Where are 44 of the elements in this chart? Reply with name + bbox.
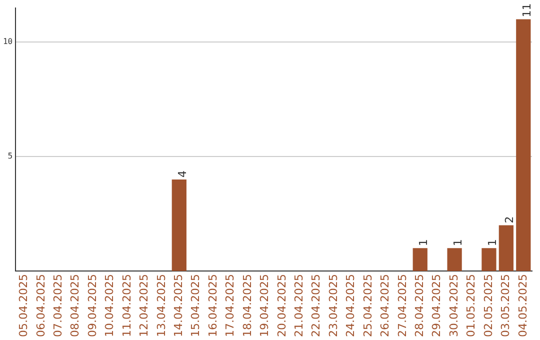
x-tick-label: 30.04.2025 — [447, 274, 460, 338]
x-tick-label: 15.04.2025 — [189, 274, 202, 338]
data-label: 4 — [176, 170, 190, 178]
x-tick-label: 22.04.2025 — [310, 274, 323, 338]
y-tick-label: 10 — [2, 37, 13, 46]
x-tick-label: 14.04.2025 — [172, 274, 186, 338]
data-label: 1 — [451, 239, 464, 246]
bar — [447, 248, 462, 272]
bar — [172, 179, 186, 272]
x-tick-label: 12.04.2025 — [138, 274, 151, 338]
x-tick-label: 05.04.2025 — [17, 274, 30, 338]
x-tick-label: 04.05.2025 — [516, 274, 530, 338]
x-tick-label: 25.04.2025 — [361, 274, 374, 338]
x-tick-label: 17.04.2025 — [224, 274, 237, 338]
data-label: 11 — [520, 3, 534, 18]
x-tick-label: 20.04.2025 — [275, 274, 288, 338]
data-label: 1 — [486, 239, 499, 246]
x-tick-label: 19.04.2025 — [258, 274, 272, 338]
x-tick-label: 13.04.2025 — [154, 274, 168, 338]
data-label: 1 — [416, 239, 430, 246]
x-tick-label: 24.04.2025 — [344, 274, 358, 338]
x-tick-label: 03.05.2025 — [499, 274, 512, 338]
x-tick-label: 10.04.2025 — [103, 274, 116, 338]
data-label: 2 — [503, 216, 516, 224]
bar — [412, 248, 428, 272]
bar — [516, 19, 531, 272]
bar — [498, 225, 514, 272]
x-tick-label: 28.04.2025 — [412, 274, 426, 338]
x-tick-label: 02.05.2025 — [482, 274, 495, 338]
x-tick-label: 11.04.2025 — [120, 274, 134, 338]
x-tick-label: 21.04.2025 — [292, 274, 306, 338]
x-tick-label: 29.04.2025 — [430, 274, 444, 338]
x-tick-label: 26.04.2025 — [378, 274, 392, 338]
x-tick-label: 08.04.2025 — [68, 274, 82, 338]
x-tick-label: 23.04.2025 — [326, 274, 340, 338]
y-tick-label: 5 — [8, 152, 13, 161]
bar — [482, 248, 496, 272]
x-tick-label: 18.04.2025 — [240, 274, 254, 338]
x-tick-label: 01.05.2025 — [464, 274, 478, 338]
x-tick-label: 06.04.2025 — [34, 274, 48, 338]
x-tick-label: 09.04.2025 — [86, 274, 99, 338]
x-tick-label: 27.04.2025 — [396, 274, 409, 338]
x-tick-label: 16.04.2025 — [206, 274, 220, 338]
x-tick-label: 07.04.2025 — [52, 274, 65, 338]
